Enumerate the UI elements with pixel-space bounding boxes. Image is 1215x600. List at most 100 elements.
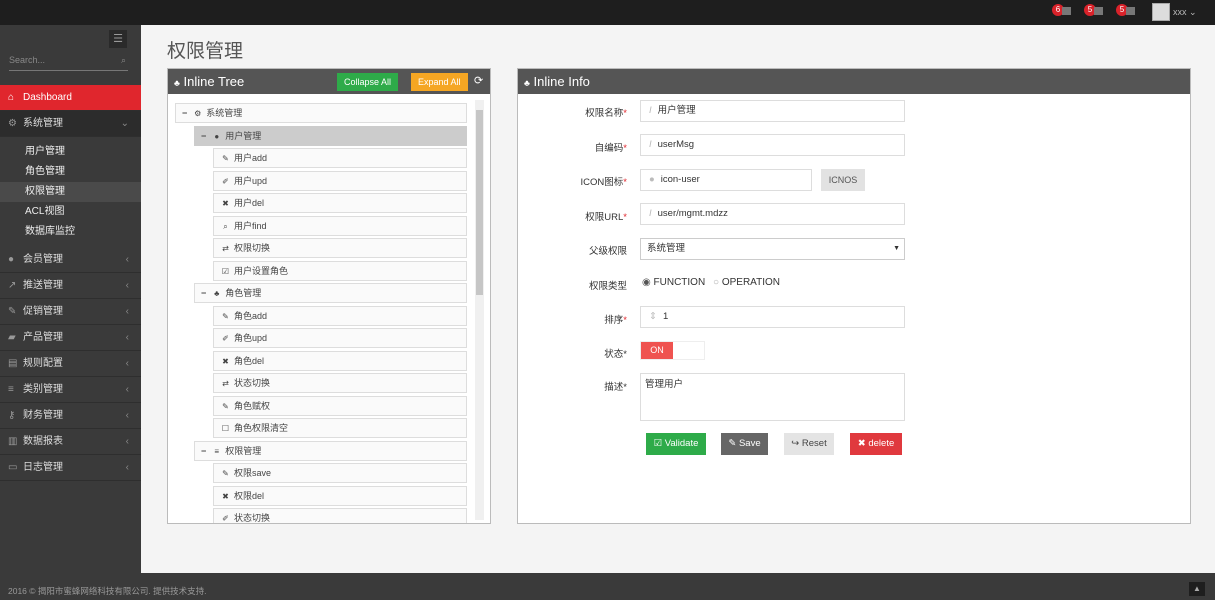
tree-node-label: 权限save: [234, 468, 272, 478]
tree-node[interactable]: − ♣ 角色管理: [194, 283, 467, 303]
tree-node[interactable]: ☐ 角色权限清空: [213, 418, 467, 438]
icons-button[interactable]: ICNOS: [821, 169, 865, 191]
order-label: 排序*: [604, 315, 627, 326]
menu-toggle-icon[interactable]: ☰: [109, 30, 127, 48]
status-toggle[interactable]: ON: [640, 341, 705, 360]
list-icon: ≡: [214, 446, 220, 456]
search-icon[interactable]: ⌕: [120, 55, 126, 65]
envelope-icon[interactable]: [1094, 7, 1103, 15]
description-textarea[interactable]: 管理用户: [640, 373, 905, 421]
notification-badge[interactable]: 6: [1052, 4, 1064, 16]
icon-field[interactable]: ● icon-user: [640, 169, 812, 191]
edit-icon: ✐: [222, 176, 229, 186]
collapse-toggle-icon[interactable]: −: [201, 130, 207, 141]
user-menu[interactable]: xxx ⌄: [1173, 7, 1197, 18]
sidebar-subitem-roles[interactable]: 角色管理: [25, 166, 65, 177]
sidebar-item-finance[interactable]: ⚷ 财务管理 ‹: [0, 403, 141, 429]
text-cursor-icon: I: [649, 139, 652, 150]
pencil-icon: ✎: [222, 401, 229, 411]
sidebar-subitem-permissions[interactable]: 权限管理: [0, 182, 141, 202]
panel-title: Inline Info: [533, 74, 590, 89]
delete-button[interactable]: ✖ delete: [850, 433, 902, 455]
chevron-left-icon: ‹: [125, 384, 129, 395]
tree-scrollbar[interactable]: [475, 100, 484, 520]
tree-node-label: 权限切换: [234, 243, 271, 253]
chevron-left-icon: ‹: [125, 280, 129, 291]
sidebar-item-promo[interactable]: ✎ 促销管理 ‹: [0, 299, 141, 325]
scrollbar-thumb[interactable]: [476, 110, 483, 295]
sidebar-subitem-users[interactable]: 用户管理: [25, 146, 65, 157]
validate-button[interactable]: ☑ Validate: [646, 433, 706, 455]
name-field[interactable]: I 用户管理: [640, 100, 905, 122]
sidebar-item-dashboard[interactable]: ⌂ Dashboard: [0, 85, 141, 111]
task-badge[interactable]: 5: [1116, 4, 1128, 16]
edit-icon: ✐: [222, 334, 229, 343]
sidebar-item-products[interactable]: ▰ 产品管理 ‹: [0, 325, 141, 351]
tree-node[interactable]: ✎ 角色赋权: [213, 395, 467, 416]
radio-function[interactable]: ◉ FUNCTION: [642, 277, 706, 288]
retweet-icon: ⇄: [222, 244, 229, 253]
tree-node[interactable]: ☑ 用户设置角色: [213, 260, 467, 281]
tree-node[interactable]: − ≡ 权限管理: [194, 440, 467, 461]
type-label: 权限类型: [588, 281, 627, 292]
tree-node-label: 角色upd: [234, 333, 268, 343]
caret-down-icon: ▼: [893, 245, 900, 252]
retweet-icon: ⇄: [222, 379, 229, 388]
tree-node[interactable]: − ⚙ 系统管理: [175, 103, 467, 123]
collapse-toggle-icon[interactable]: −: [182, 108, 188, 118]
search-input[interactable]: Search... ⌕: [9, 55, 128, 71]
back-to-top-icon[interactable]: ▲: [1189, 582, 1205, 596]
search-icon: ⌕: [223, 221, 228, 231]
reset-button[interactable]: ↪ Reset: [784, 433, 834, 455]
message-badge[interactable]: 5: [1084, 4, 1096, 16]
tree-node[interactable]: ✐ 状态切换: [213, 508, 467, 523]
credit-card-icon: ▭: [8, 462, 18, 473]
sidebar-item-reports[interactable]: ▥ 数据报表 ‹: [0, 429, 141, 455]
tree-node[interactable]: ✎ 用户add: [213, 148, 467, 168]
tree-node[interactable]: ✐ 用户upd: [213, 170, 467, 191]
tree-node[interactable]: − ● 用户管理: [194, 125, 467, 146]
tree-node-label: 用户upd: [234, 175, 268, 186]
text-cursor-icon: I: [649, 208, 652, 219]
cogs-icon: ⚙: [194, 109, 202, 118]
panel-title: Inline Tree: [183, 74, 245, 89]
info-panel-header: ♣ Inline Info: [518, 69, 1190, 94]
expand-all-button[interactable]: Expand All: [411, 73, 468, 91]
tree-node[interactable]: ✖ 权限del: [213, 485, 467, 506]
sidebar-item-push[interactable]: ↗ 推送管理 ‹: [0, 273, 141, 299]
refresh-icon[interactable]: ⟳: [474, 75, 484, 87]
collapse-all-button[interactable]: Collapse All: [337, 73, 399, 91]
sidebar-item-system[interactable]: ⚙ 系统管理 ⌄: [0, 111, 141, 137]
sidebar-item-rules[interactable]: ▤ 规则配置 ‹: [0, 351, 141, 377]
tree-panel: ♣ Inline Tree Collapse All Expand All ⟳ …: [167, 68, 491, 524]
tree-node[interactable]: ✖ 角色del: [213, 350, 467, 371]
collapse-toggle-icon[interactable]: −: [201, 288, 207, 298]
sidebar-subitem-db-monitor[interactable]: 数据库监控: [25, 226, 75, 237]
radio-operation[interactable]: ○ OPERATION: [713, 277, 780, 288]
tree-node[interactable]: ✎ 角色add: [213, 305, 467, 326]
tree-node[interactable]: ⌕ 用户find: [213, 215, 467, 236]
tasks-icon[interactable]: [1126, 7, 1135, 15]
tree-node[interactable]: ✖ 用户del: [213, 193, 467, 213]
collapse-toggle-icon[interactable]: −: [201, 445, 207, 456]
order-stepper[interactable]: ⇕ 1: [640, 306, 905, 328]
footer: 2016 © 揭阳市蜜蜂网络科技有限公司. 提供技术支持. ▲: [0, 573, 1215, 600]
sidebar-subitem-acl[interactable]: ACL视图: [25, 206, 65, 217]
sidebar-item-categories[interactable]: ≡ 类别管理 ‹: [0, 377, 141, 403]
parent-select[interactable]: 系统管理 ▼: [640, 238, 905, 260]
sidebar-item-members[interactable]: ● 会员管理 ‹: [0, 247, 141, 273]
save-button[interactable]: ✎ Save: [721, 433, 768, 455]
tree-node[interactable]: ⇄ 权限切换: [213, 238, 467, 258]
avatar[interactable]: [1152, 3, 1170, 21]
pencil-icon: ✎: [8, 306, 17, 317]
tree-node-label: 用户管理: [225, 130, 262, 141]
status-label: 状态*: [604, 349, 627, 360]
user-icon: ●: [649, 174, 655, 185]
tree-node[interactable]: ✐ 角色upd: [213, 328, 467, 348]
tree-node[interactable]: ⇄ 状态切换: [213, 373, 467, 393]
sidebar-item-logs[interactable]: ▭ 日志管理 ‹: [0, 455, 141, 481]
tree-node[interactable]: ✎ 权限save: [213, 463, 467, 483]
bell-icon[interactable]: [1062, 7, 1071, 15]
